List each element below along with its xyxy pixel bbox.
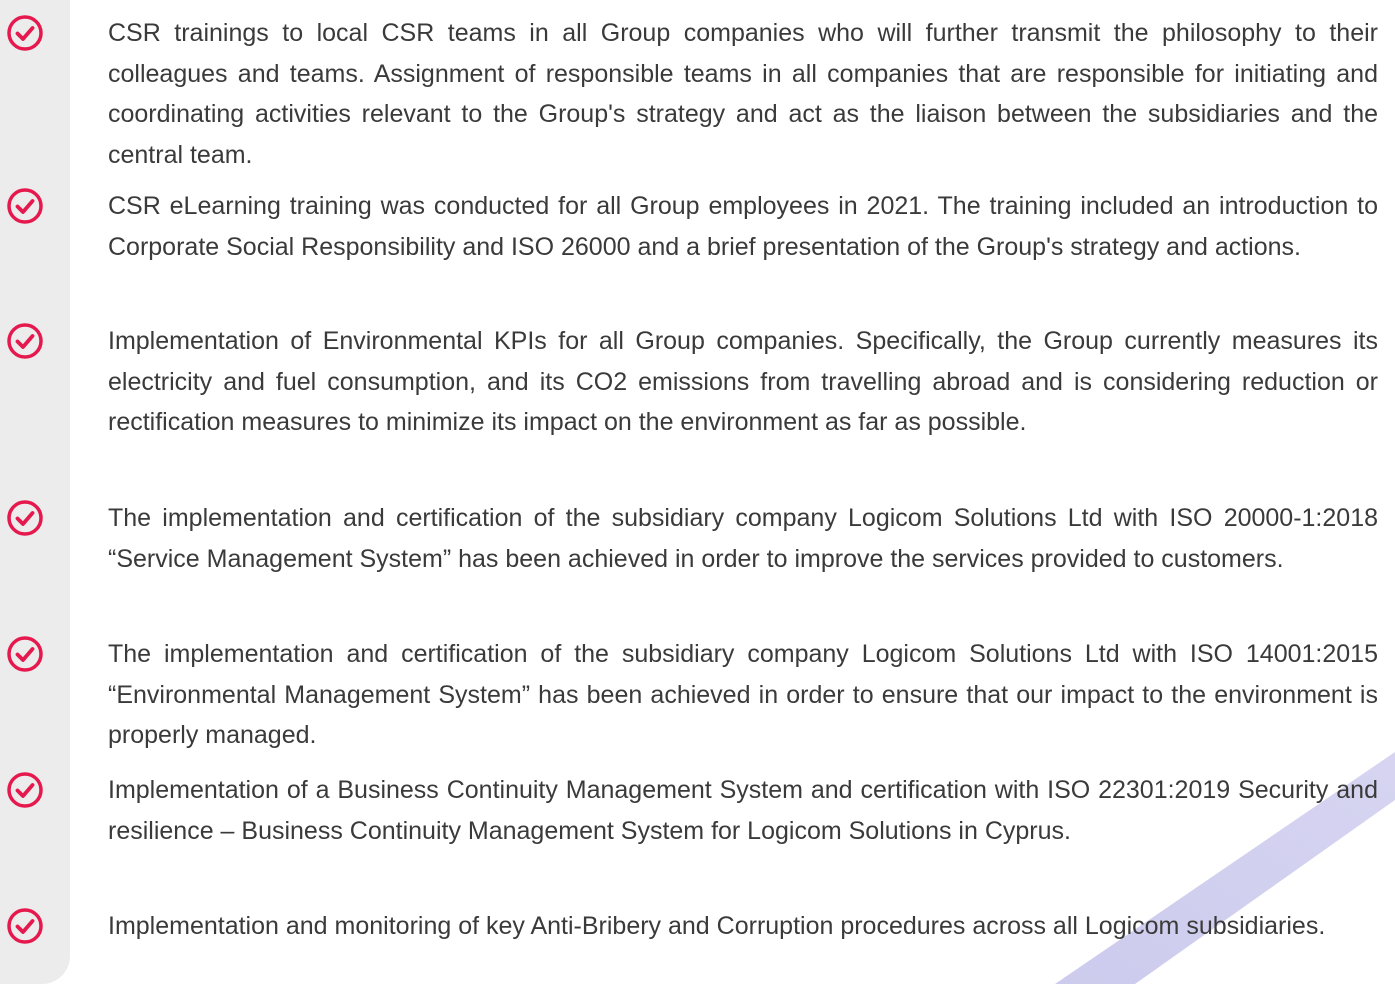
item-text: CSR trainings to local CSR teams in all … (108, 19, 1378, 169)
item-text: The implementation and certification of … (108, 640, 1378, 749)
item-text: Implementation of Environmental KPIs for… (108, 327, 1378, 436)
item-text: Implementation of a Business Continuity … (108, 776, 1378, 845)
check-icon (7, 636, 43, 672)
check-icon (7, 500, 43, 536)
check-icon (7, 908, 43, 944)
check-icon (7, 772, 43, 808)
check-icon (7, 323, 43, 359)
item-text: CSR eLearning training was conducted for… (108, 192, 1378, 261)
item-text: The implementation and certification of … (108, 504, 1378, 573)
diagonal-stripe (1055, 752, 1395, 984)
side-strip (0, 0, 70, 984)
check-icon (7, 188, 43, 224)
check-icon (7, 15, 43, 51)
item-text: Implementation and monitoring of key Ant… (108, 912, 1326, 940)
